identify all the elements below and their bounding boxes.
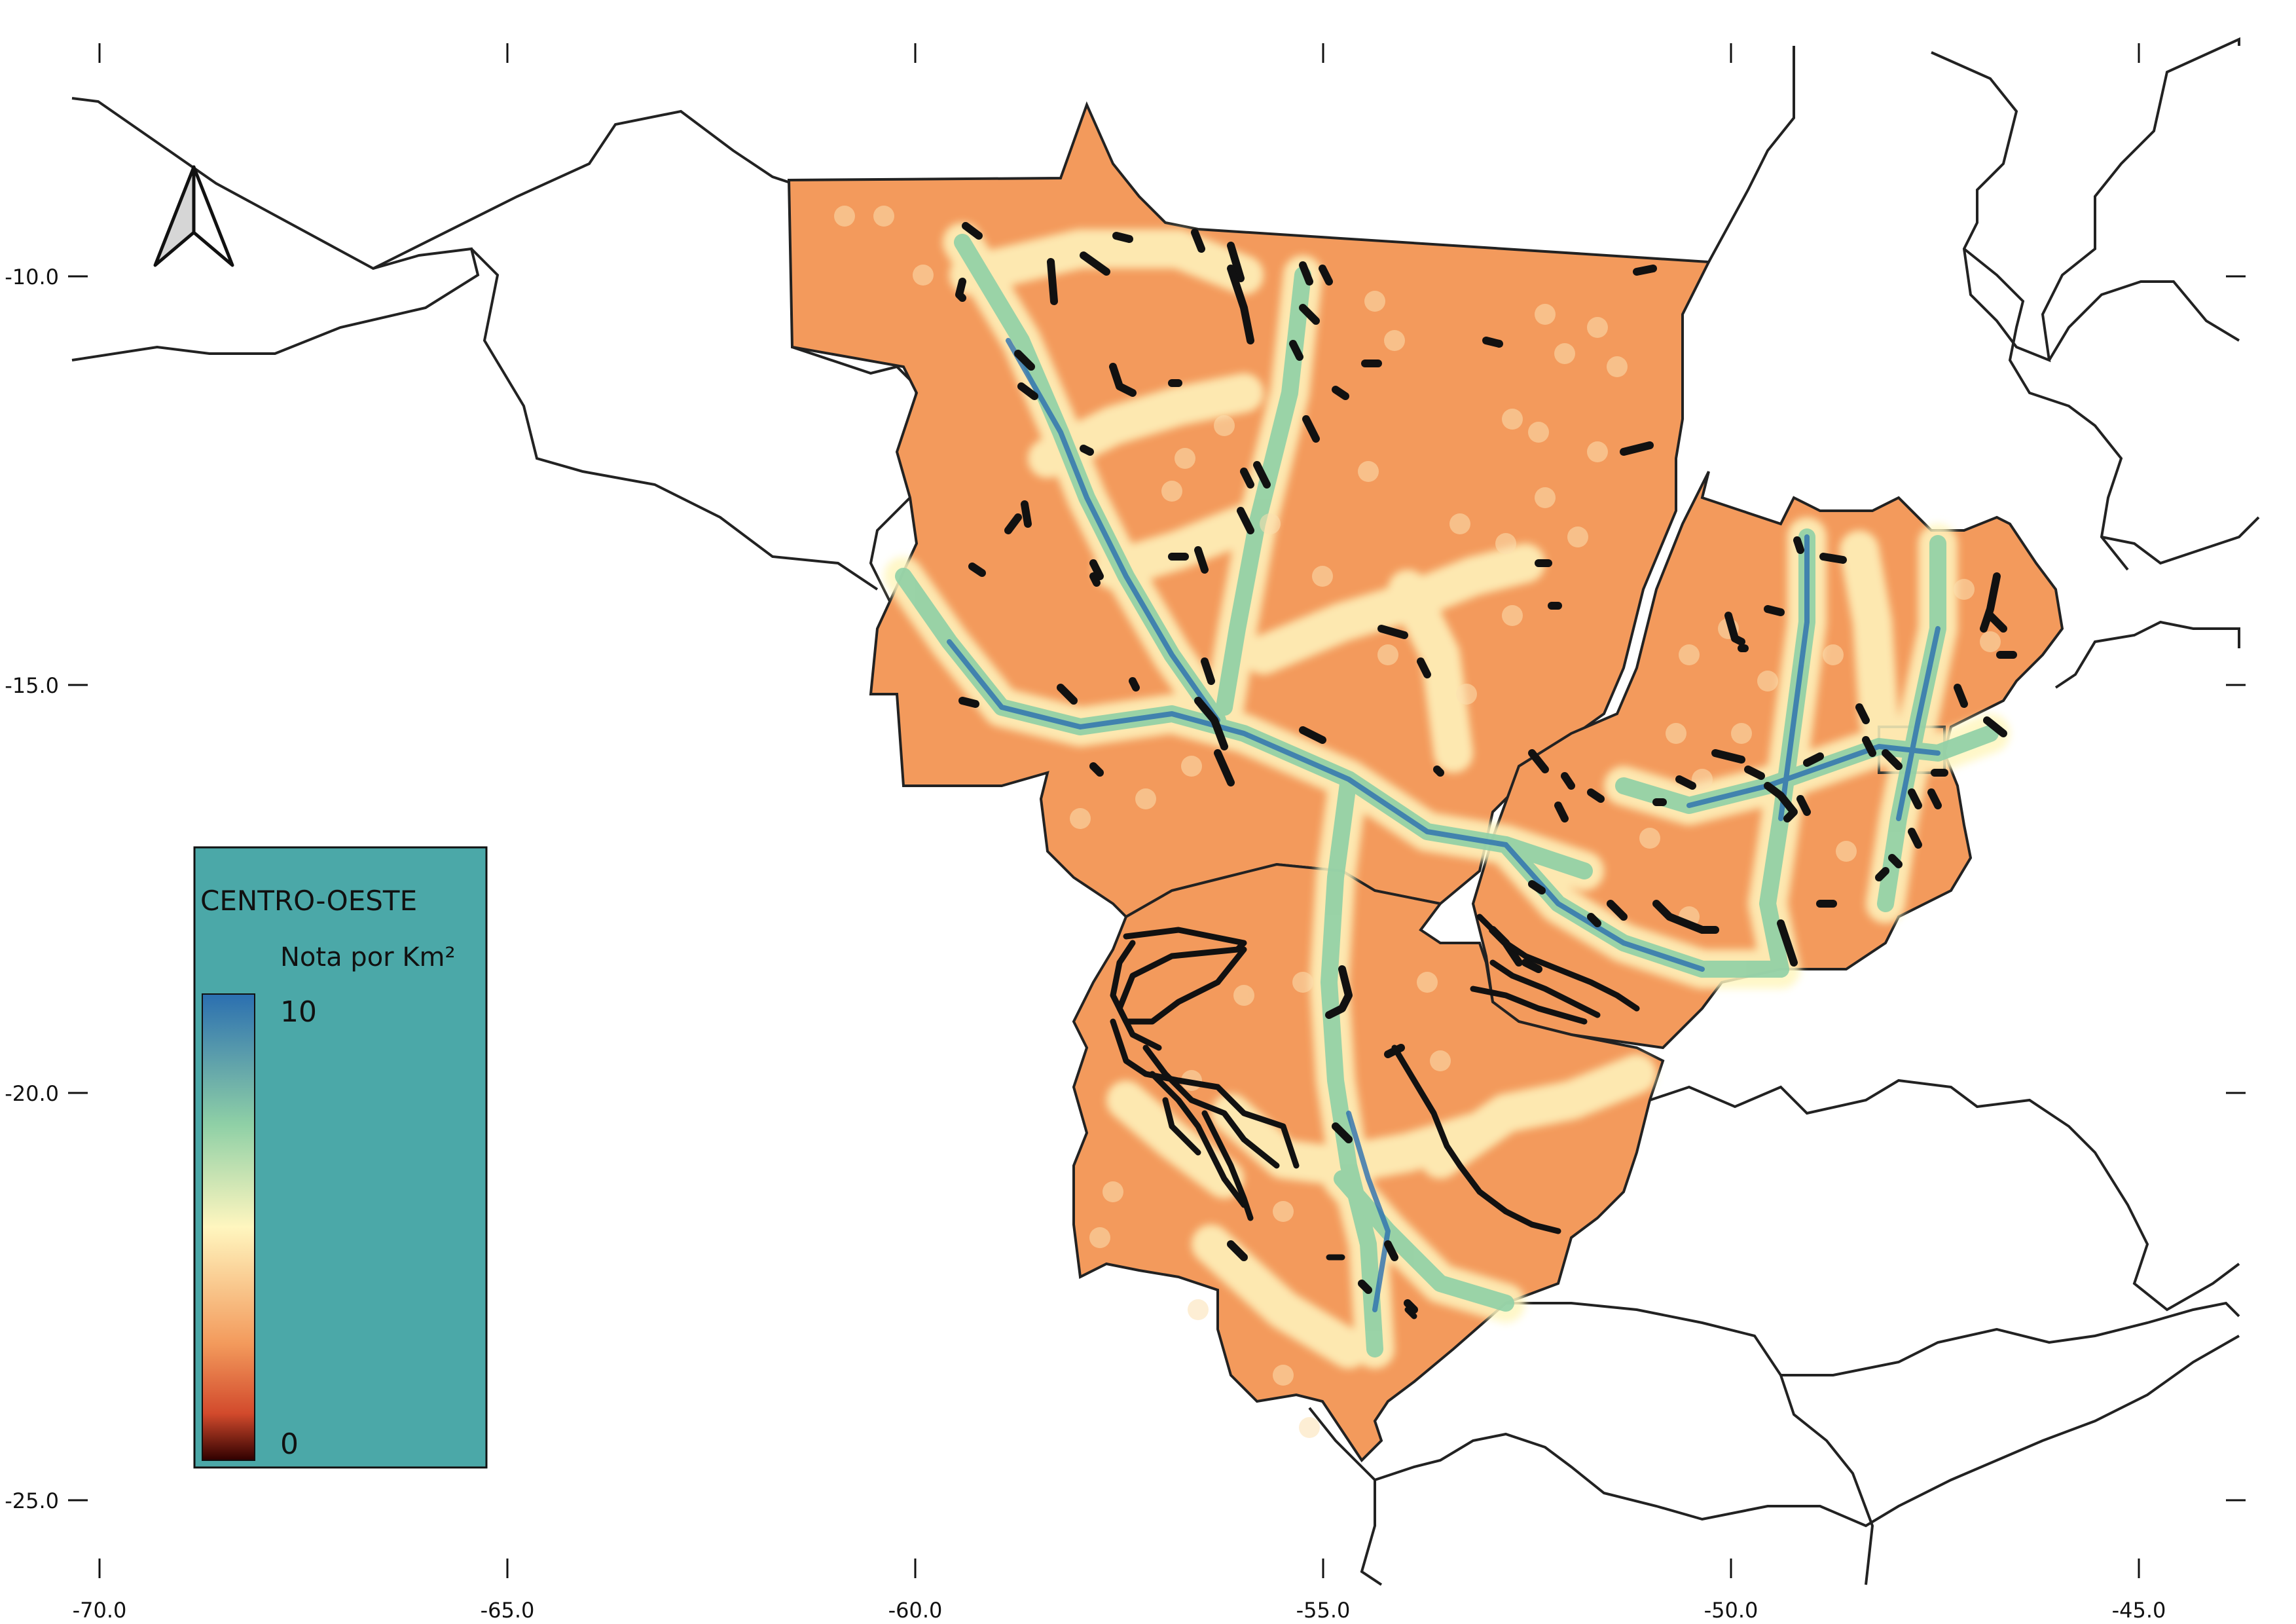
y-tick-label: -15.0 (5, 673, 59, 698)
y-tick-label: -20.0 (5, 1081, 59, 1106)
long-road-lines (1110, 913, 1640, 1320)
x-axis-labels: -70.0 -65.0 -60.0 -55.0 -50.0 -45.0 (73, 1598, 2166, 1623)
x-tick-label: -45.0 (2112, 1598, 2166, 1623)
x-tick-label: -60.0 (888, 1598, 943, 1623)
density-corridors (884, 223, 2010, 1369)
legend-color-ramp (202, 993, 255, 1461)
legend: CENTRO-OESTE Nota por Km² 10 0 (193, 846, 488, 1469)
legend-subtitle: Nota por Km² (280, 942, 456, 972)
legend-title: CENTRO-OESTE (200, 885, 417, 917)
density-spots (834, 206, 2001, 1438)
axis-ticks (68, 43, 2246, 1578)
x-tick-label: -50.0 (1704, 1598, 1758, 1623)
x-tick-label: -65.0 (481, 1598, 535, 1623)
neighbour-boundaries (71, 37, 2260, 1586)
legend-max-label: 10 (280, 995, 317, 1029)
road-segments (955, 222, 2017, 1314)
x-tick-label: -55.0 (1296, 1598, 1351, 1623)
legend-min-label: 0 (280, 1428, 299, 1461)
y-tick-label: -25.0 (5, 1488, 59, 1513)
x-tick-label: -70.0 (73, 1598, 127, 1623)
y-axis-labels: -10.0 -15.0 -20.0 -25.0 (5, 265, 59, 1513)
north-arrow-icon (153, 165, 234, 267)
y-tick-label: -10.0 (5, 265, 59, 289)
